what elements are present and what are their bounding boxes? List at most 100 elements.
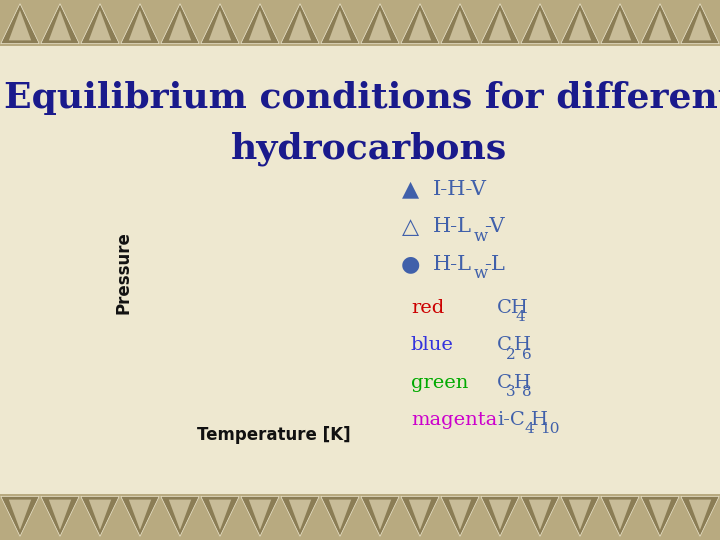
Text: C: C [498,374,512,392]
Text: 4: 4 [516,310,525,324]
Polygon shape [161,4,199,44]
Polygon shape [481,4,519,44]
Polygon shape [329,10,351,40]
Text: hydrocarbons: hydrocarbons [231,131,507,166]
Polygon shape [649,500,671,530]
Text: magenta: magenta [411,411,497,429]
Polygon shape [449,10,471,40]
Text: i-C: i-C [498,411,525,429]
Polygon shape [129,500,151,530]
Polygon shape [201,496,239,536]
Text: green: green [411,374,468,392]
Polygon shape [168,500,192,530]
Polygon shape [249,10,271,40]
Text: 2: 2 [506,348,516,362]
Text: red: red [411,299,444,317]
Polygon shape [1,496,39,536]
Polygon shape [600,4,639,44]
Polygon shape [41,4,79,44]
Polygon shape [129,10,151,40]
Text: blue: blue [411,336,454,354]
Polygon shape [1,4,39,44]
Polygon shape [681,4,719,44]
Polygon shape [489,500,511,530]
Text: Pressure: Pressure [114,231,132,314]
Text: 4: 4 [524,422,534,436]
Text: -L: -L [485,255,505,274]
Polygon shape [481,496,519,536]
Polygon shape [369,10,391,40]
Text: w: w [473,227,487,245]
Polygon shape [9,500,31,530]
Polygon shape [569,10,591,40]
Polygon shape [441,4,480,44]
Polygon shape [361,4,399,44]
Polygon shape [521,4,559,44]
Polygon shape [9,10,31,40]
Text: CH: CH [498,299,529,317]
Polygon shape [49,500,71,530]
Polygon shape [600,496,639,536]
Polygon shape [81,4,120,44]
Text: C: C [498,336,512,354]
Text: I-H-V: I-H-V [433,180,487,199]
Polygon shape [289,500,311,530]
Polygon shape [401,4,439,44]
Polygon shape [369,500,391,530]
Text: w: w [473,265,487,282]
Text: Equilibrium conditions for different: Equilibrium conditions for different [4,82,720,116]
Polygon shape [240,496,279,536]
Polygon shape [521,496,559,536]
Text: ●: ● [401,254,420,274]
Polygon shape [609,500,631,530]
Text: 8: 8 [523,385,532,399]
Polygon shape [689,500,711,530]
Polygon shape [168,10,192,40]
Text: H-L: H-L [433,255,472,274]
Polygon shape [161,496,199,536]
Polygon shape [528,10,552,40]
Polygon shape [641,4,679,44]
Text: H: H [513,374,531,392]
Polygon shape [240,4,279,44]
Polygon shape [209,500,231,530]
Text: ▲: ▲ [402,179,420,200]
Polygon shape [361,496,399,536]
Polygon shape [201,4,239,44]
Text: Temperature [K]: Temperature [K] [197,426,351,444]
Polygon shape [561,4,599,44]
Text: 6: 6 [523,348,532,362]
Polygon shape [249,500,271,530]
Polygon shape [528,500,552,530]
Polygon shape [649,10,671,40]
Polygon shape [289,10,311,40]
Text: -V: -V [485,218,505,237]
Text: 3: 3 [506,385,516,399]
Polygon shape [321,496,359,536]
Polygon shape [81,496,120,536]
Polygon shape [409,500,431,530]
Polygon shape [441,496,480,536]
Polygon shape [209,10,231,40]
Polygon shape [449,500,471,530]
Polygon shape [681,496,719,536]
Polygon shape [409,10,431,40]
Polygon shape [121,496,159,536]
Polygon shape [321,4,359,44]
Text: H: H [531,411,549,429]
Polygon shape [641,496,679,536]
Polygon shape [281,496,319,536]
Polygon shape [121,4,159,44]
Polygon shape [329,500,351,530]
Text: 10: 10 [540,422,560,436]
Polygon shape [281,4,319,44]
Text: H: H [513,336,531,354]
Polygon shape [89,500,111,530]
Polygon shape [89,10,111,40]
Polygon shape [41,496,79,536]
Polygon shape [401,496,439,536]
Text: H-L: H-L [433,218,472,237]
Polygon shape [561,496,599,536]
Text: △: △ [402,217,420,237]
Polygon shape [49,10,71,40]
